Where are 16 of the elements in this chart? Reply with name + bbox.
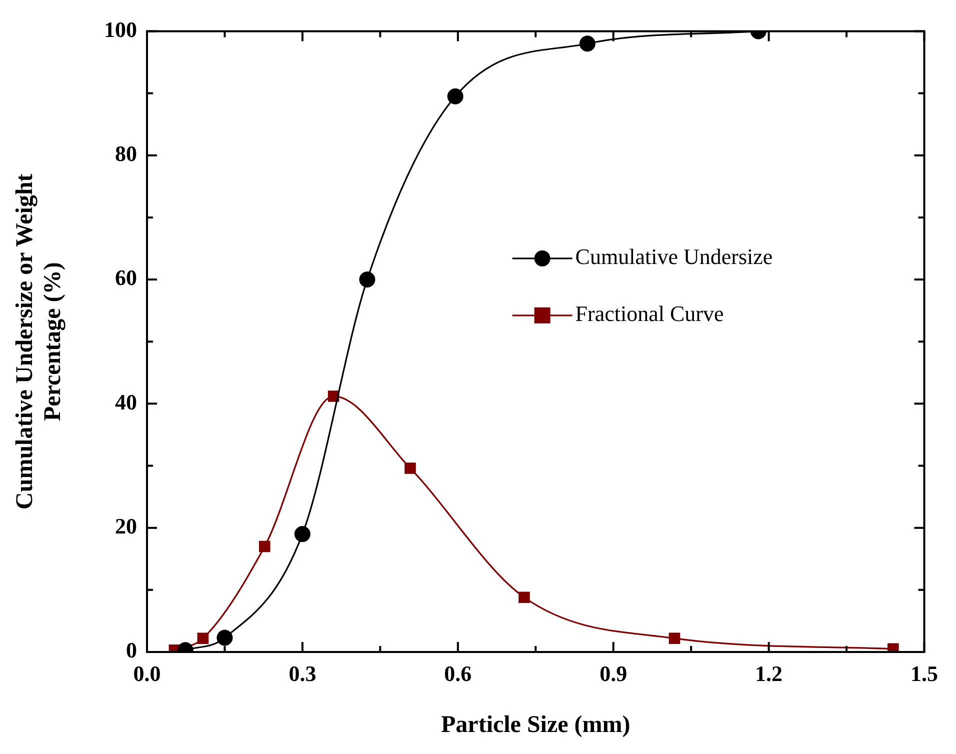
x-axis-title: Particle Size (mm)	[441, 712, 630, 738]
legend-label: Cumulative Undersize	[575, 244, 773, 270]
y-tick-label: 0	[126, 638, 137, 663]
x-tick-label: 0.0	[133, 660, 161, 686]
x-tick-label: 0.6	[444, 660, 472, 686]
x-tick-label: 1.5	[910, 660, 938, 686]
y-tick-label: 40	[115, 389, 137, 414]
x-tick-label: 1.2	[755, 660, 783, 686]
x-tick-label: 0.3	[288, 660, 316, 686]
x-tick-label: 0.9	[600, 660, 628, 686]
legend-label: Fractional Curve	[575, 301, 724, 326]
y-tick-label: 20	[115, 514, 137, 539]
y-tick-label: 60	[115, 265, 137, 290]
y-tick-label: 80	[115, 141, 137, 166]
y-axis-title: Cumulative Undersize or Weight Percentage (%)	[12, 174, 66, 510]
y-tick-label: 100	[104, 16, 137, 42]
